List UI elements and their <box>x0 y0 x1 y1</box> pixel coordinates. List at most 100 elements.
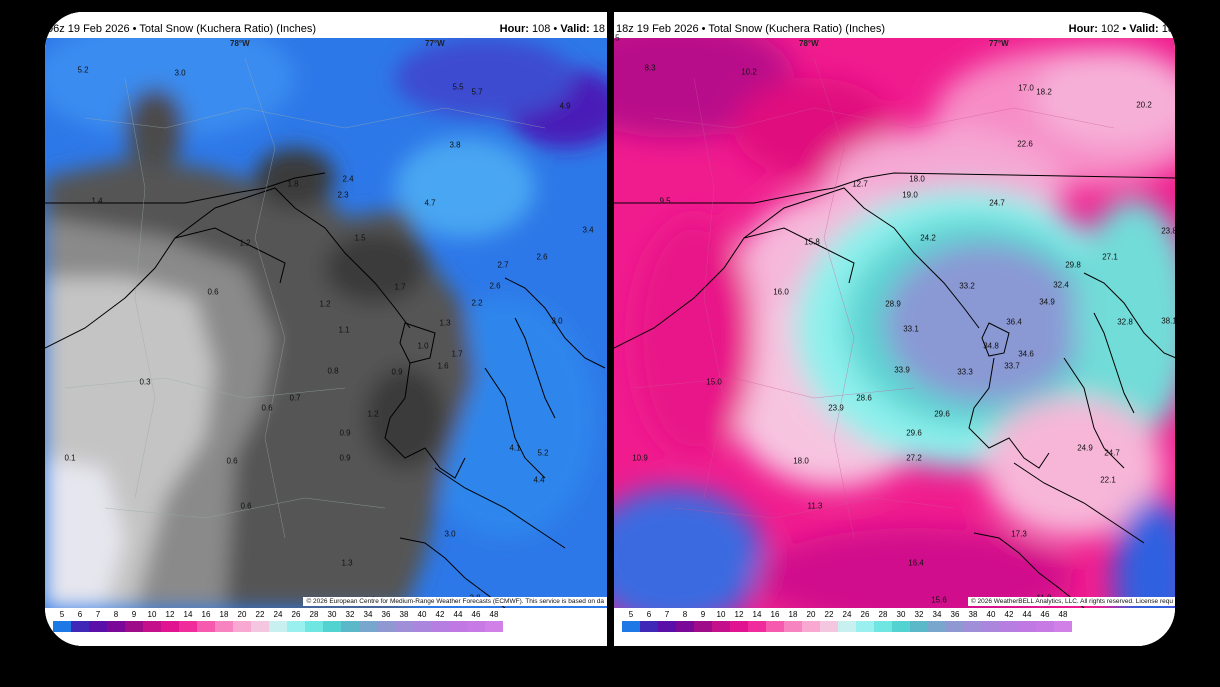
snow-total-label: 10.2 <box>741 67 757 77</box>
legend-swatch <box>982 621 1000 632</box>
legend-tick-label: 28 <box>309 610 319 619</box>
snow-total-label: 4.4 <box>533 475 545 485</box>
snow-total-label: 1.7 <box>394 282 406 292</box>
legend-swatch <box>748 621 766 632</box>
snow-total-label: 4.1 <box>509 443 521 453</box>
legend-tick-label: 36 <box>381 610 391 619</box>
snow-total-label: 33.3 <box>957 367 973 377</box>
legend-swatch <box>125 621 143 632</box>
legend-swatch <box>658 621 676 632</box>
right-snowfall-map: 78°W 77°W 8.3 10.2 17.0 18.2 20.2 22.6 12.7 18.… <box>614 34 1175 608</box>
left-valid-label: Valid: <box>560 23 590 35</box>
legend-tick-label: 34 <box>363 610 373 619</box>
snow-total-label: 0.9 <box>339 428 351 438</box>
snow-total-label: 1.3 <box>439 318 451 328</box>
snow-total-label: 5.2 <box>77 65 89 75</box>
right-lon-78: 78°W <box>799 39 819 48</box>
legend-tick-label: 44 <box>1022 610 1032 619</box>
legend-tick-label: 16 <box>201 610 211 619</box>
snow-total-label: 18.2 <box>1036 87 1052 97</box>
snow-total-label: 1.2 <box>319 299 331 309</box>
left-lon-78: 78°W <box>230 39 250 48</box>
legend-swatch <box>802 621 820 632</box>
snow-total-label: 22.1 <box>1100 475 1116 485</box>
legend-tick-label: 10 <box>716 610 726 619</box>
snow-total-label: 5.2 <box>537 448 549 458</box>
snow-total-label: 0.9 <box>339 453 351 463</box>
snow-total-label: 1.1 <box>338 325 350 335</box>
legend-tick-label: 38 <box>968 610 978 619</box>
legend-tick-label: 16 <box>770 610 780 619</box>
snow-total-label: 29.6 <box>934 409 950 419</box>
legend-swatch <box>485 621 503 632</box>
snow-total-label: 1.4 <box>91 196 103 206</box>
snow-total-label: 33.1 <box>903 324 919 334</box>
legend-tick-label: 7 <box>664 610 670 619</box>
legend-tick-label: 46 <box>471 610 481 619</box>
legend-tick-label: 32 <box>345 610 355 619</box>
snow-total-label: 2.6 <box>489 281 501 291</box>
legend-swatch <box>874 621 892 632</box>
legend-swatch <box>161 621 179 632</box>
left-snowfall-map: 78°W 77°W 5.2 3.0 5.5 5.7 4.9 3.8 1.8 2.4 2.3 4.7… <box>45 38 607 608</box>
snow-total-label: 34.8 <box>983 341 999 351</box>
snow-total-label: 16.4 <box>908 558 924 568</box>
legend-swatch <box>1036 621 1054 632</box>
legend-swatch <box>377 621 395 632</box>
snow-total-label: 32.8 <box>1117 317 1133 327</box>
legend-tick-label: 42 <box>1004 610 1014 619</box>
left-panel: 06z 19 Feb 2026 • Total Snow (Kuchera Ra… <box>45 12 607 646</box>
legend-swatch <box>622 621 640 632</box>
legend-tick-label: 22 <box>255 610 265 619</box>
snow-total-label: 33.2 <box>959 281 975 291</box>
right-valid-value: 18 <box>1161 23 1174 35</box>
snow-total-label: 23.8 <box>1161 226 1175 236</box>
legend-swatch <box>89 621 107 632</box>
legend-tick-label: 32 <box>914 610 924 619</box>
snow-total-label: 24.2 <box>920 233 936 243</box>
legend-tick-label: 26 <box>291 610 301 619</box>
snow-total-label: 20.2 <box>1136 100 1152 110</box>
snow-total-label: 5.5 <box>452 82 464 92</box>
snow-total-label: 4.7 <box>424 198 436 208</box>
legend-tick-label: 6 <box>77 610 83 619</box>
right-panel: 18z 19 Feb 2026 • Total Snow (Kuchera Ra… <box>614 12 1175 646</box>
legend-swatch <box>107 621 125 632</box>
snow-total-label: 27.2 <box>906 453 922 463</box>
legend-tick-label: 44 <box>453 610 463 619</box>
snow-total-label: 19.0 <box>902 190 918 200</box>
snow-total-label: 29.6 <box>906 428 922 438</box>
legend-swatch <box>359 621 377 632</box>
right-hour-value: 102 <box>1101 23 1120 35</box>
snow-total-label: 9.5 <box>659 196 671 206</box>
snow-total-label: 1.8 <box>287 179 299 189</box>
right-hour: Hour: 102 • Valid: 18 <box>1068 23 1174 35</box>
snow-total-label: 3.0 <box>174 68 186 78</box>
legend-swatch <box>640 621 658 632</box>
legend-swatch <box>712 621 730 632</box>
legend-tick-label: 12 <box>165 610 175 619</box>
left-legend: 5 6 7 8 9 10 12 14 16 18 20 22 24 26 28 30 32 34 36 38 40 42 4… <box>45 608 607 646</box>
snow-total-label: 34.6 <box>1018 349 1034 359</box>
snow-total-label: 18.0 <box>909 174 925 184</box>
legend-tick-label: 8 <box>113 610 119 619</box>
legend-tick-label: 22 <box>824 610 834 619</box>
legend-swatch <box>1054 621 1072 632</box>
snow-total-label: 1.5 <box>354 233 366 243</box>
legend-tick-label: 42 <box>435 610 445 619</box>
legend-tick-label: 18 <box>788 610 798 619</box>
snow-total-label: 24.9 <box>1077 443 1093 453</box>
snow-total-label: 28.6 <box>856 393 872 403</box>
legend-swatch <box>143 621 161 632</box>
legend-tick-label: 20 <box>237 610 247 619</box>
legend-tick-label: 36 <box>950 610 960 619</box>
snow-total-label: 29.8 <box>1065 260 1081 270</box>
snow-total-label: 36.4 <box>1006 317 1022 327</box>
legend-swatch <box>946 621 964 632</box>
legend-swatch <box>341 621 359 632</box>
legend-swatch <box>251 621 269 632</box>
snow-total-label: 0.6 <box>261 403 273 413</box>
snow-total-label: 0.8 <box>327 366 339 376</box>
snow-total-label: 18.0 <box>793 456 809 466</box>
legend-tick-label: 24 <box>273 610 283 619</box>
